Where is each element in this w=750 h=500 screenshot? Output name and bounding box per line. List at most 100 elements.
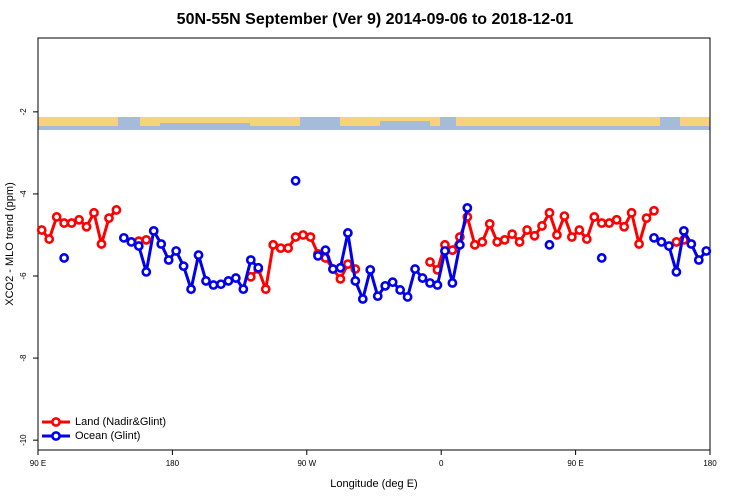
point: [664, 241, 674, 251]
point: [260, 284, 271, 295]
point: [365, 264, 376, 275]
point: [342, 228, 353, 238]
point: [193, 250, 204, 260]
point: [283, 243, 294, 254]
point: [223, 276, 234, 286]
point: [201, 276, 211, 286]
point: [141, 267, 152, 277]
legend-label: Ocean (Glint): [75, 430, 140, 442]
point: [335, 273, 346, 284]
point: [559, 211, 570, 221]
point: [447, 245, 458, 256]
point: [522, 225, 532, 235]
point: [104, 213, 114, 224]
legend-marker: [51, 417, 61, 427]
point: [387, 277, 398, 288]
point: [208, 280, 219, 290]
y-tick-label: -4: [19, 190, 28, 198]
x-tick-label: 90 W: [297, 459, 316, 468]
point: [36, 225, 47, 235]
point: [74, 214, 84, 225]
point: [425, 278, 435, 288]
point: [298, 230, 308, 240]
point: [238, 284, 249, 295]
point: [290, 175, 301, 186]
legend-marker: [51, 431, 61, 441]
point: [216, 279, 226, 290]
point: [89, 207, 99, 218]
point: [66, 218, 77, 228]
chart-title: 50N-55N September (Ver 9) 2014-09-06 to …: [177, 11, 574, 28]
point: [656, 237, 667, 247]
point: [290, 232, 301, 242]
point: [350, 276, 361, 286]
point: [380, 280, 391, 291]
y-tick-label: -10: [19, 434, 28, 446]
point: [141, 234, 152, 245]
point: [507, 229, 518, 240]
point: [574, 225, 585, 235]
point: [395, 285, 406, 295]
point: [544, 207, 555, 218]
x-tick-label: 180: [703, 459, 717, 468]
x-axis-label: Longitude (deg E): [330, 478, 417, 490]
point: [111, 205, 122, 215]
x-tick-label: 90 E: [30, 459, 46, 468]
point: [671, 267, 682, 277]
legend-label: Land (Nadir&Glint): [75, 416, 166, 428]
point: [477, 237, 488, 247]
point: [529, 230, 540, 241]
point: [275, 243, 286, 254]
point: [59, 218, 70, 228]
point: [649, 232, 659, 243]
point: [305, 232, 316, 242]
point: [313, 251, 323, 261]
point: [649, 205, 659, 216]
point: [596, 218, 607, 228]
point: [402, 292, 413, 302]
point: [492, 237, 503, 247]
point: [626, 207, 637, 218]
point: [604, 218, 615, 228]
point: [335, 262, 346, 273]
y-axis-label: XCO2 - MLO trend (ppm): [4, 182, 16, 305]
point: [59, 253, 70, 263]
point: [320, 245, 331, 256]
point: [440, 246, 450, 256]
point: [484, 218, 495, 229]
point: [537, 221, 547, 231]
point: [410, 264, 420, 274]
point: [171, 246, 182, 256]
point: [342, 259, 353, 270]
point: [552, 230, 562, 240]
point: [619, 221, 630, 232]
point: [454, 239, 465, 250]
y-tick-label: -2: [19, 108, 28, 116]
point: [96, 239, 107, 249]
point: [372, 291, 383, 302]
point: [641, 213, 652, 224]
point: [328, 264, 338, 274]
point: [163, 255, 174, 265]
point: [671, 237, 682, 247]
point: [148, 225, 159, 236]
point: [357, 294, 368, 304]
point: [245, 255, 256, 265]
point: [133, 241, 144, 251]
point: [81, 221, 92, 232]
point: [596, 253, 607, 263]
y-tick-label: -8: [19, 354, 28, 362]
point: [230, 273, 241, 283]
point: [432, 280, 443, 290]
point: [268, 239, 279, 250]
point: [693, 255, 704, 265]
point: [178, 261, 189, 272]
point: [544, 239, 555, 250]
point: [581, 234, 592, 244]
point: [425, 257, 435, 267]
point: [589, 212, 600, 222]
plot-frame: [37, 37, 711, 451]
land-mask-strip: [38, 117, 710, 130]
x-tick-label: 180: [166, 459, 180, 468]
